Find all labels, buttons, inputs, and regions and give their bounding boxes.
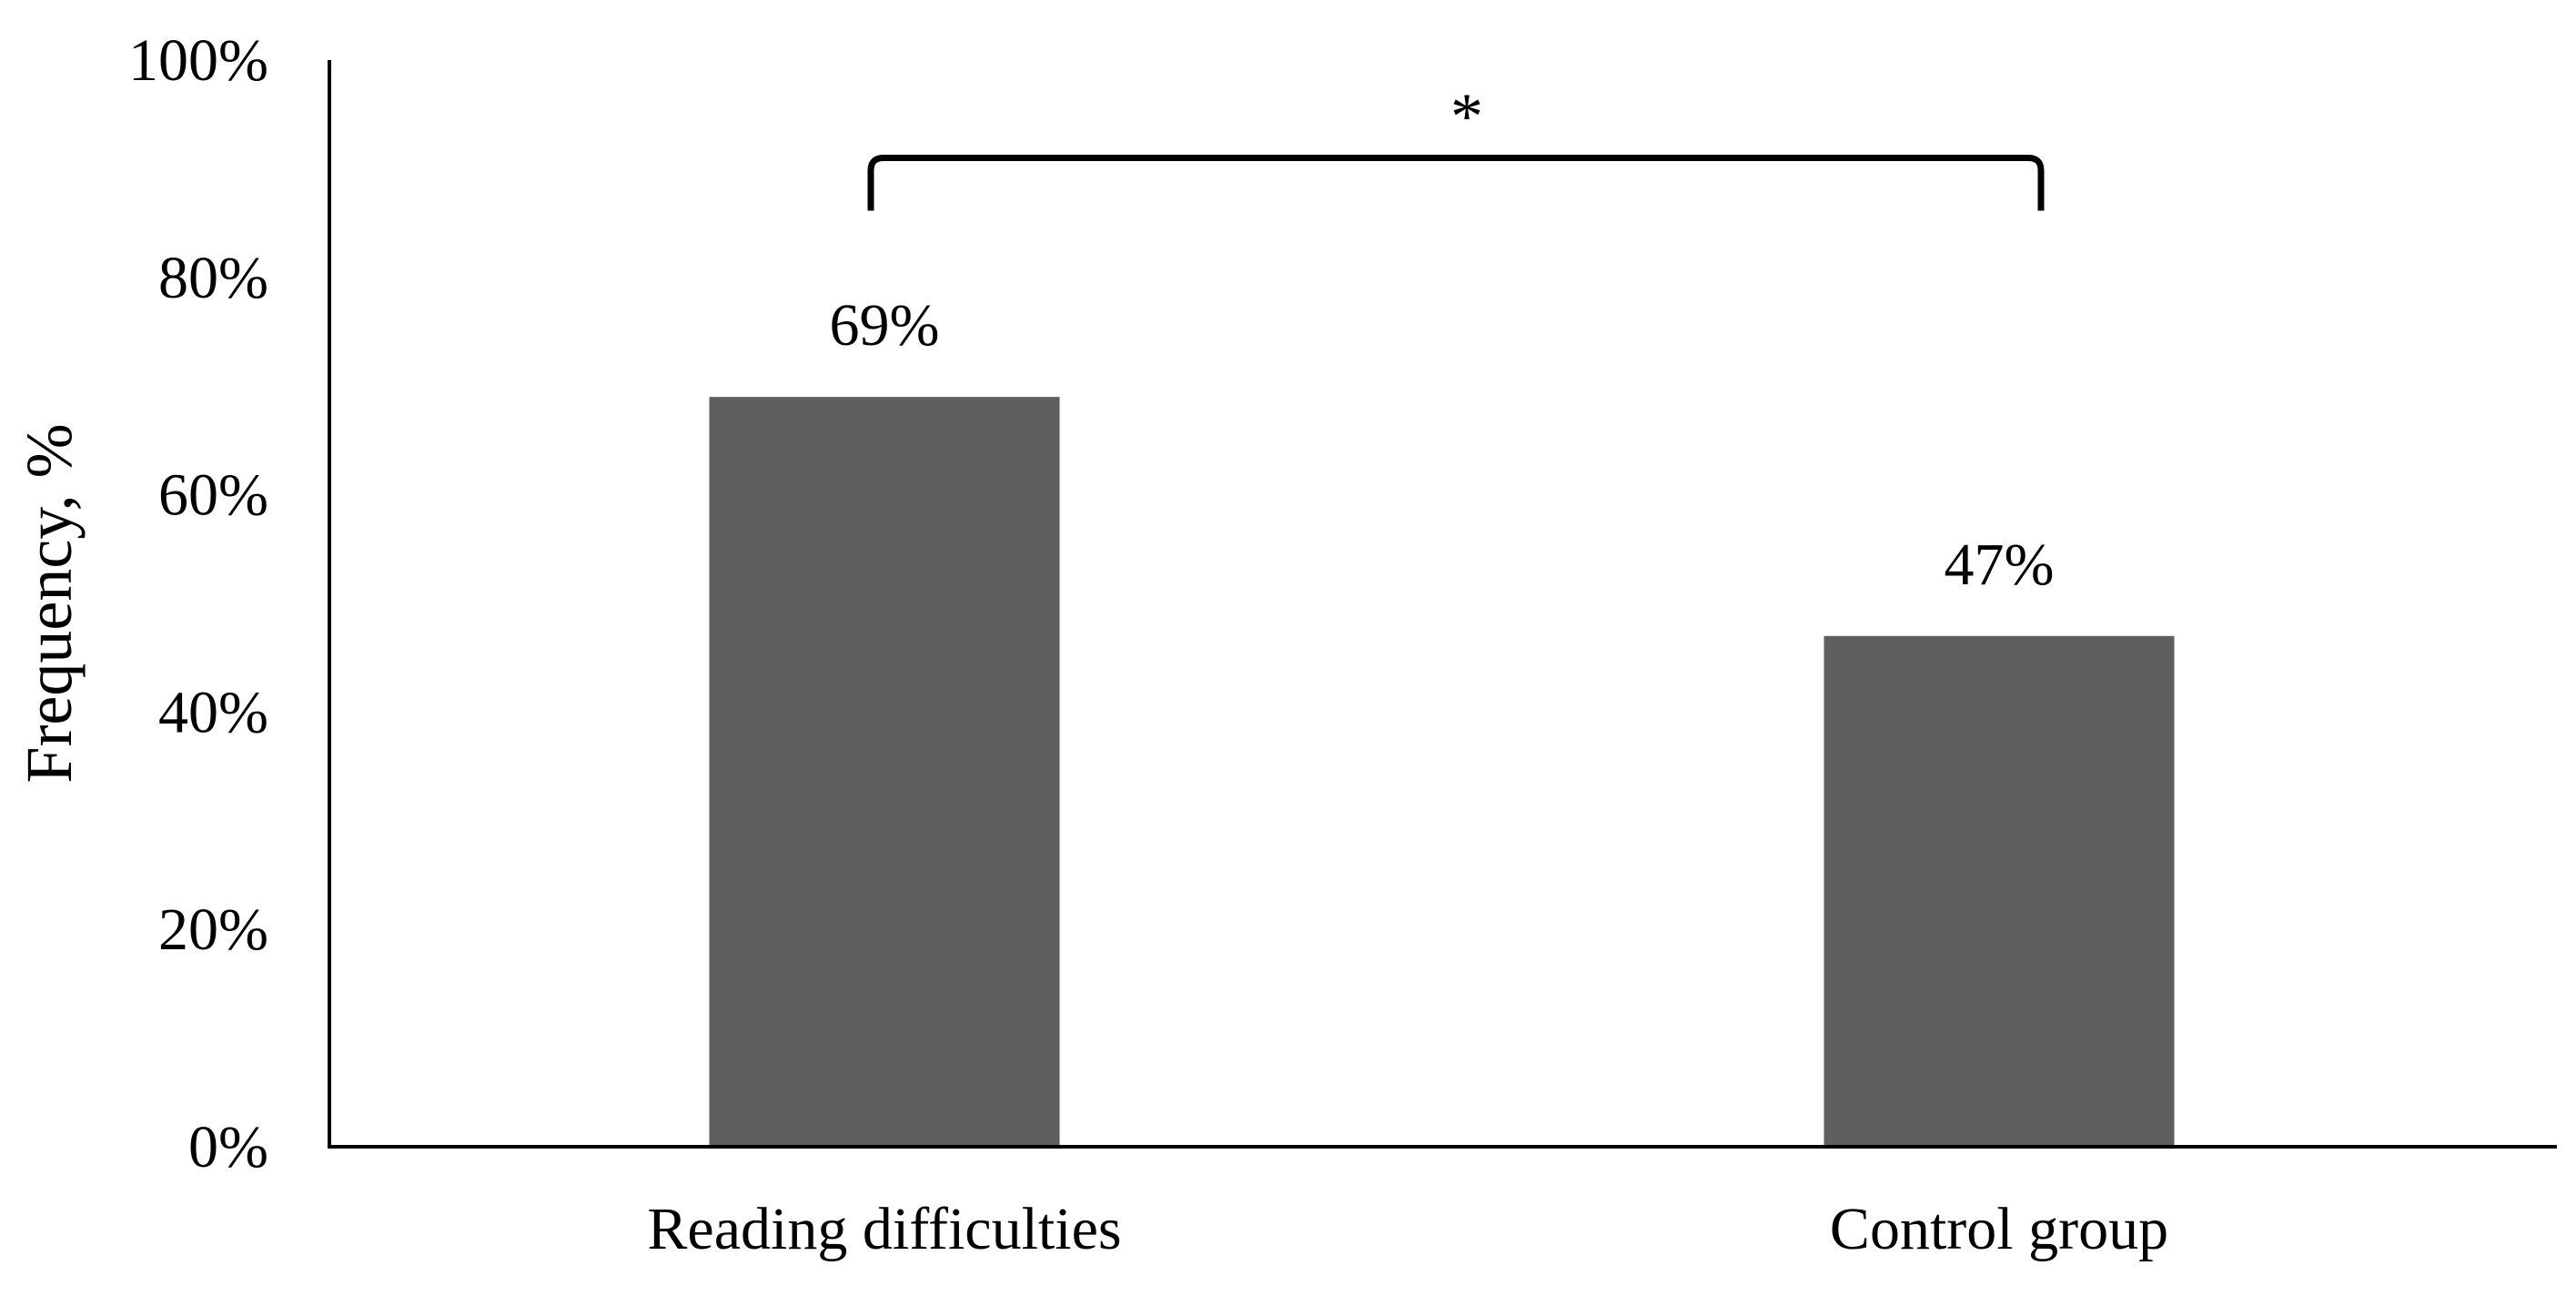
bar <box>709 397 1060 1147</box>
y-tick-label: 60% <box>158 462 268 529</box>
y-tick-label: 40% <box>158 679 268 745</box>
y-tick-label: 0% <box>188 1114 268 1180</box>
bar-data-label: 47% <box>1945 532 2055 598</box>
bar-data-label: 69% <box>830 292 940 359</box>
significance-bracket <box>867 154 2045 211</box>
bars-layer <box>709 397 2175 1147</box>
y-tick-label: 20% <box>158 896 268 963</box>
bar <box>1823 635 2175 1147</box>
axes-layer <box>328 60 2557 1149</box>
significance-marker: * <box>1450 80 1483 153</box>
x-category-label: Reading difficulties <box>647 1196 1121 1262</box>
y-axis-title: Frequency, % <box>13 423 86 783</box>
significance-annotation: * <box>867 80 2045 211</box>
y-tick-labels: 0% 20% 40% 60% 80% 100% <box>128 27 268 1180</box>
y-tick-label: 80% <box>158 245 268 311</box>
x-category-label: Control group <box>1830 1196 2168 1262</box>
data-labels: 69% 47% <box>830 292 2055 598</box>
x-category-labels: Reading difficulties Control group <box>647 1196 2168 1262</box>
y-tick-label: 100% <box>128 27 268 94</box>
